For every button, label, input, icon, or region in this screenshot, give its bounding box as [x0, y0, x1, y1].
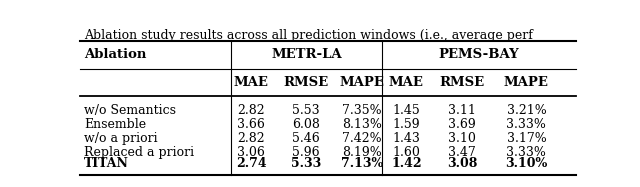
Text: Ensemble: Ensemble	[84, 118, 146, 131]
Text: TITAN: TITAN	[84, 157, 129, 171]
Text: MAPE: MAPE	[504, 76, 549, 89]
Text: 8.13%: 8.13%	[342, 118, 381, 131]
Text: 5.33: 5.33	[291, 157, 321, 171]
Text: 5.46: 5.46	[292, 132, 319, 145]
Text: 3.17%: 3.17%	[506, 132, 547, 145]
Text: 3.47: 3.47	[448, 145, 476, 159]
Text: 3.10: 3.10	[448, 132, 476, 145]
Text: MAE: MAE	[389, 76, 424, 89]
Text: MAPE: MAPE	[339, 76, 384, 89]
Text: 2.82: 2.82	[237, 132, 265, 145]
Text: 6.08: 6.08	[292, 118, 319, 131]
Text: Ablation: Ablation	[84, 48, 147, 61]
Text: 1.60: 1.60	[392, 145, 420, 159]
Text: 3.06: 3.06	[237, 145, 265, 159]
Text: 3.08: 3.08	[447, 157, 477, 171]
Text: Ablation study results across all prediction windows (i.e., average perf: Ablation study results across all predic…	[84, 29, 533, 42]
Text: METR-LA: METR-LA	[271, 48, 342, 61]
Text: 1.45: 1.45	[392, 105, 420, 117]
Text: 3.33%: 3.33%	[506, 118, 547, 131]
Text: 3.21%: 3.21%	[506, 105, 547, 117]
Text: 5.53: 5.53	[292, 105, 319, 117]
Text: 7.13%: 7.13%	[340, 157, 383, 171]
Text: 3.66: 3.66	[237, 118, 265, 131]
Text: 3.10%: 3.10%	[505, 157, 548, 171]
Text: RMSE: RMSE	[283, 76, 328, 89]
Text: PEMS-BAY: PEMS-BAY	[438, 48, 519, 61]
Text: 1.43: 1.43	[392, 132, 420, 145]
Text: w/o Semantics: w/o Semantics	[84, 105, 176, 117]
Text: 3.11: 3.11	[448, 105, 476, 117]
Text: 5.96: 5.96	[292, 145, 319, 159]
Text: 1.59: 1.59	[392, 118, 420, 131]
Text: 7.42%: 7.42%	[342, 132, 381, 145]
Text: 8.19%: 8.19%	[342, 145, 381, 159]
Text: Replaced a priori: Replaced a priori	[84, 145, 194, 159]
Text: 1.42: 1.42	[391, 157, 422, 171]
Text: 3.69: 3.69	[448, 118, 476, 131]
Text: w/o a priori: w/o a priori	[84, 132, 157, 145]
Text: RMSE: RMSE	[439, 76, 484, 89]
Text: 2.74: 2.74	[236, 157, 266, 171]
Text: 7.35%: 7.35%	[342, 105, 381, 117]
Text: 3.33%: 3.33%	[506, 145, 547, 159]
Text: MAE: MAE	[234, 76, 269, 89]
Text: 2.82: 2.82	[237, 105, 265, 117]
